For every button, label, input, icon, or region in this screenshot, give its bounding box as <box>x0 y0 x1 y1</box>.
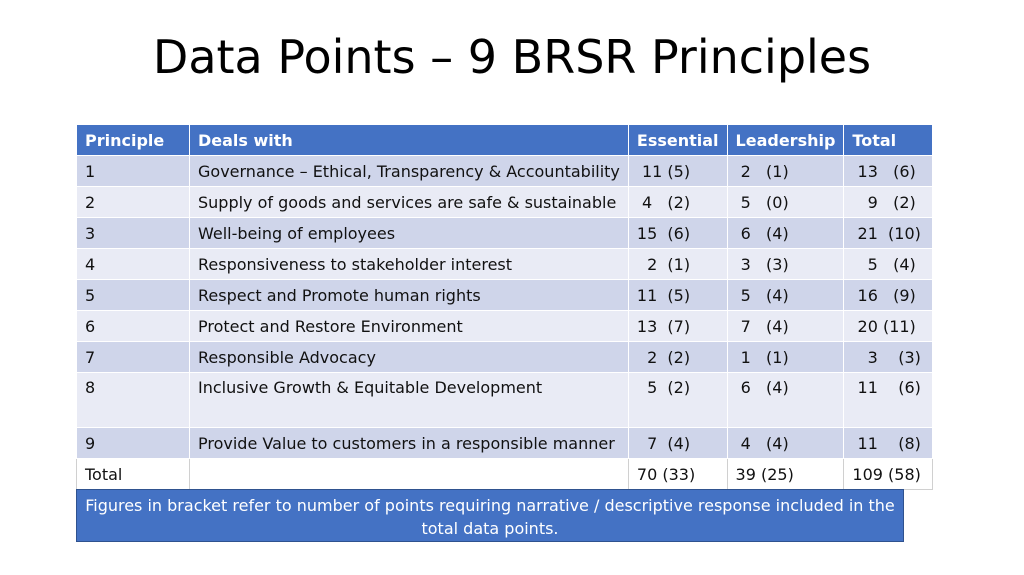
principle-description: Governance – Ethical, Transparency & Acc… <box>189 155 629 187</box>
table-row: 6 Protect and Restore Environment 13 (7)… <box>76 310 934 342</box>
principle-number: 4 <box>76 248 190 280</box>
essential-count: 13 (7) <box>627 310 728 342</box>
table-row: 9 Provide Value to customers in a respon… <box>76 427 934 459</box>
total-count: 16 (9) <box>843 279 934 311</box>
principle-number: 5 <box>76 279 190 311</box>
total-count: 11 (6) <box>843 372 934 428</box>
principle-description: Responsiveness to stakeholder interest <box>189 248 629 280</box>
header-deals-with: Deals with <box>189 124 629 156</box>
total-blank <box>189 458 629 490</box>
principle-description: Respect and Promote human rights <box>189 279 629 311</box>
table-row: 3 Well-being of employees 15 (6) 6 (4) 2… <box>76 217 934 249</box>
leadership-count: 5 (4) <box>726 279 845 311</box>
leadership-count: 7 (4) <box>726 310 845 342</box>
principle-number: 2 <box>76 186 190 218</box>
principles-table: Principle Deals with Essential Leadershi… <box>76 124 934 490</box>
essential-count: 2 (2) <box>627 341 728 373</box>
total-count: 11 (8) <box>843 427 934 459</box>
essential-total: 70 (33) <box>627 458 728 490</box>
principle-description: Protect and Restore Environment <box>189 310 629 342</box>
total-count: 13 (6) <box>843 155 934 187</box>
leadership-total: 39 (25) <box>726 458 845 490</box>
header-essential: Essential <box>627 124 728 156</box>
header-leadership: Leadership <box>726 124 845 156</box>
table-row: 1 Governance – Ethical, Transparency & A… <box>76 155 934 187</box>
principle-number: 8 <box>76 372 190 428</box>
slide-title: Data Points – 9 BRSR Principles <box>152 30 872 84</box>
table-row: 8 Inclusive Growth & Equitable Developme… <box>76 372 934 428</box>
footnote-box: Figures in bracket refer to number of po… <box>76 489 904 542</box>
principle-number: 7 <box>76 341 190 373</box>
total-count: 3 (3) <box>843 341 934 373</box>
essential-count: 15 (6) <box>627 217 728 249</box>
grand-total: 109 (58) <box>843 458 934 490</box>
essential-count: 7 (4) <box>627 427 728 459</box>
total-count: 20 (11) <box>843 310 934 342</box>
table-row: 2 Supply of goods and services are safe … <box>76 186 934 218</box>
header-principle: Principle <box>76 124 190 156</box>
leadership-count: 2 (1) <box>726 155 845 187</box>
principle-description: Responsible Advocacy <box>189 341 629 373</box>
total-count: 21 (10) <box>843 217 934 249</box>
principle-description: Inclusive Growth & Equitable Development <box>189 372 629 428</box>
leadership-count: 3 (3) <box>726 248 845 280</box>
table-row: 5 Respect and Promote human rights 11 (5… <box>76 279 934 311</box>
principle-number: 6 <box>76 310 190 342</box>
leadership-count: 5 (0) <box>726 186 845 218</box>
principle-number: 1 <box>76 155 190 187</box>
essential-count: 2 (1) <box>627 248 728 280</box>
header-total: Total <box>843 124 934 156</box>
principle-number: 3 <box>76 217 190 249</box>
essential-count: 4 (2) <box>627 186 728 218</box>
total-count: 9 (2) <box>843 186 934 218</box>
table-row: 4 Responsiveness to stakeholder interest… <box>76 248 934 280</box>
principle-description: Well-being of employees <box>189 217 629 249</box>
total-label: Total <box>76 458 190 490</box>
principle-description: Provide Value to customers in a responsi… <box>189 427 629 459</box>
principle-description: Supply of goods and services are safe & … <box>189 186 629 218</box>
leadership-count: 6 (4) <box>726 372 845 428</box>
total-count: 5 (4) <box>843 248 934 280</box>
principle-number: 9 <box>76 427 190 459</box>
essential-count: 5 (2) <box>627 372 728 428</box>
essential-count: 11 (5) <box>627 155 728 187</box>
table-total-row: Total 70 (33) 39 (25) 109 (58) <box>76 458 934 490</box>
table-header-row: Principle Deals with Essential Leadershi… <box>76 124 934 156</box>
leadership-count: 6 (4) <box>726 217 845 249</box>
leadership-count: 4 (4) <box>726 427 845 459</box>
essential-count: 11 (5) <box>627 279 728 311</box>
table-row: 7 Responsible Advocacy 2 (2) 1 (1) 3 (3) <box>76 341 934 373</box>
leadership-count: 1 (1) <box>726 341 845 373</box>
